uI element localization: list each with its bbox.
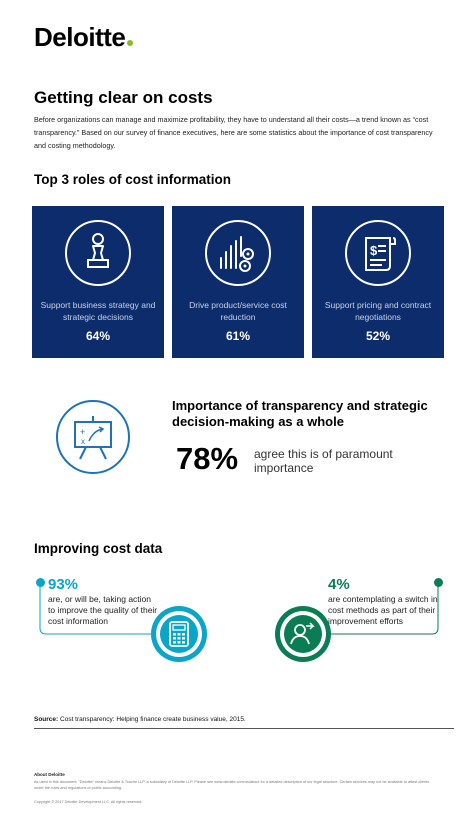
role-card-pct: 52% bbox=[365, 329, 391, 343]
page-title: Getting clear on costs bbox=[34, 88, 213, 107]
role-card-pct: 61% bbox=[225, 329, 251, 343]
improve-right-text: are contemplating a switch in cost metho… bbox=[328, 594, 438, 626]
about-heading: About Deloitte bbox=[34, 772, 65, 777]
role-card-label: Drive product/service cost reduction bbox=[189, 300, 287, 322]
copyright: Copyright © 2017 Deloitte Development LL… bbox=[34, 800, 143, 804]
connector-lines bbox=[39, 582, 439, 635]
roles-heading: Top 3 roles of cost information bbox=[34, 172, 232, 187]
chart-gears-icon bbox=[205, 220, 271, 286]
role-card-cost-reduction: Drive product/service cost reduction 61% bbox=[172, 206, 304, 358]
role-card-label: Support business strategy and strategic … bbox=[40, 300, 156, 322]
roles-cards: Support business strategy and strategic … bbox=[32, 206, 444, 358]
svg-text:x: x bbox=[81, 437, 85, 446]
svg-text:$: $ bbox=[370, 243, 378, 258]
blue-dot bbox=[36, 578, 45, 587]
deloitte-logo: Deloitte bbox=[34, 22, 134, 53]
role-card-pricing: $ Support pricing and contract negotiati… bbox=[312, 206, 444, 358]
chess-pawn-icon bbox=[65, 220, 131, 286]
intro-paragraph: Before organizations can manage and maxi… bbox=[34, 115, 433, 150]
improve-left-pct: 93% bbox=[48, 576, 79, 593]
role-card-label: Support pricing and contract negotiation… bbox=[324, 300, 432, 322]
svg-text:+: + bbox=[80, 427, 85, 437]
green-dot bbox=[434, 578, 443, 587]
improve-right-pct: 4% bbox=[328, 576, 350, 593]
improving-heading: Improving cost data bbox=[34, 541, 163, 556]
invoice-scroll-icon: $ bbox=[345, 220, 411, 286]
calculator-icon bbox=[151, 606, 207, 662]
role-card-pct: 64% bbox=[85, 329, 111, 343]
strategy-board-icon: + x bbox=[56, 400, 130, 474]
transparency-text: agree this is of paramount importance bbox=[254, 447, 393, 475]
transparency-pct: 78% bbox=[176, 441, 239, 476]
transparency-heading: Importance of transparency and strategic… bbox=[172, 398, 428, 429]
logo-dot bbox=[127, 40, 134, 46]
role-card-strategy: Support business strategy and strategic … bbox=[32, 206, 164, 358]
switch-person-icon bbox=[275, 606, 331, 662]
about-text: As used in this document, “Deloitte” mea… bbox=[34, 780, 430, 790]
source-line: Source: Cost transparency: Helping finan… bbox=[34, 716, 246, 723]
improve-left-text: are, or will be, taking action to improv… bbox=[48, 594, 158, 626]
divider bbox=[34, 728, 454, 729]
